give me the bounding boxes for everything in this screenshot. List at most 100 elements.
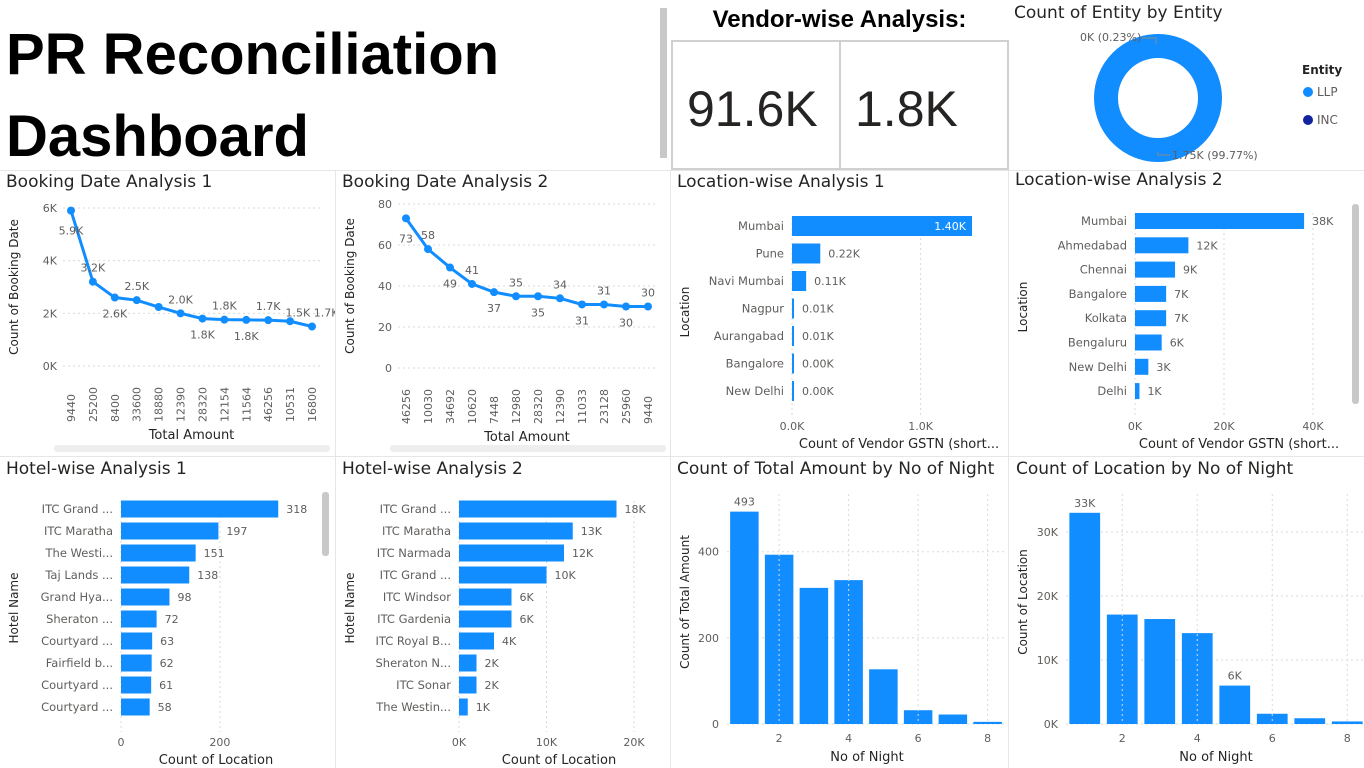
bar[interactable] [121, 500, 279, 518]
bar[interactable] [459, 566, 547, 584]
bar[interactable] [459, 610, 512, 628]
bar[interactable] [459, 632, 494, 650]
bar[interactable] [1135, 310, 1167, 327]
data-point[interactable] [110, 293, 119, 302]
bar[interactable] [459, 522, 573, 540]
legend-dot-inc[interactable] [1303, 115, 1313, 125]
bar[interactable] [459, 500, 617, 518]
bar[interactable] [1144, 619, 1176, 724]
data-point[interactable] [534, 292, 542, 301]
bar[interactable] [1294, 718, 1326, 724]
data-point[interactable] [468, 279, 476, 288]
hotel1-bar-chart[interactable]: 0 200 ITC Grand ... 318 ITC Maratha 197 The We… [0, 480, 335, 768]
data-point[interactable] [402, 214, 410, 223]
value-label: 151 [204, 547, 225, 560]
bar[interactable] [792, 216, 972, 236]
data-point[interactable] [88, 277, 97, 286]
bar[interactable] [459, 544, 564, 562]
bar[interactable] [869, 669, 898, 724]
hotel2-title: Hotel-wise Analysis 2 [342, 459, 523, 479]
entity-donut-chart[interactable]: 0K (0.23%) 1.75K (99.77%) Entity LLP INC [1010, 22, 1364, 170]
bar[interactable] [459, 698, 468, 716]
bar[interactable] [792, 353, 794, 374]
bar[interactable] [121, 588, 170, 606]
donut-ring-llp[interactable] [1094, 34, 1222, 162]
bar[interactable] [1135, 358, 1149, 375]
data-point[interactable] [264, 316, 273, 325]
bar[interactable] [1135, 237, 1189, 254]
nights-amount-column-chart[interactable]: 0 200 400 493 2 4 6 8 No of Night Count of Total … [671, 480, 1008, 768]
horizontal-scrollbar[interactable] [390, 445, 666, 452]
bar[interactable] [938, 714, 968, 724]
bar[interactable] [1331, 721, 1363, 724]
bar[interactable] [459, 588, 512, 606]
vendor-card-2[interactable]: 1.8K [839, 40, 1009, 170]
data-point[interactable] [220, 315, 229, 324]
horizontal-scrollbar[interactable] [54, 445, 330, 452]
loc2-bar-chart[interactable]: 0K 20K 40K Mumbai 38K Ahmedabad 12K Chennai 9K Ba… [1009, 192, 1364, 454]
booking2-line-chart[interactable]: 0 20 40 60 80 73 46256 58 10030 49 34692 41 10620 37 7… [336, 192, 670, 454]
bar[interactable] [792, 243, 821, 264]
bar[interactable] [792, 271, 807, 291]
hotel2-bar-chart[interactable]: 0K 10K 20K ITC Grand ... 18K ITC Maratha 13K IT… [336, 480, 670, 768]
legend-label-inc[interactable]: INC [1317, 113, 1338, 127]
bar[interactable] [121, 610, 157, 628]
legend-dot-llp[interactable] [1303, 87, 1313, 97]
legend-label-llp[interactable]: LLP [1317, 85, 1338, 99]
bar[interactable] [459, 676, 477, 694]
data-point[interactable] [308, 322, 316, 331]
bar[interactable] [792, 298, 794, 319]
bar[interactable] [121, 632, 153, 650]
data-point[interactable] [644, 302, 652, 311]
vertical-scrollbar[interactable] [322, 492, 329, 556]
bar[interactable] [1256, 713, 1288, 724]
vertical-scrollbar[interactable] [1352, 204, 1359, 404]
bar[interactable] [792, 381, 794, 401]
bar[interactable] [121, 698, 150, 716]
data-point[interactable] [67, 206, 75, 215]
bar[interactable] [834, 580, 863, 724]
data-point[interactable] [512, 292, 520, 301]
data-point[interactable] [556, 294, 564, 303]
bar[interactable] [792, 326, 794, 346]
bar[interactable] [1069, 512, 1101, 724]
bar[interactable] [1219, 685, 1251, 724]
bar[interactable] [730, 511, 759, 724]
bar[interactable] [459, 654, 477, 672]
data-label: 1.8K [190, 329, 215, 342]
bar[interactable] [121, 676, 152, 694]
category-label: Bengaluru [1068, 336, 1127, 350]
bar[interactable] [903, 710, 933, 724]
bar[interactable] [121, 566, 190, 584]
bar[interactable] [973, 721, 1002, 724]
x-tick-label: 28320 [532, 389, 545, 424]
data-point[interactable] [622, 302, 630, 311]
bar[interactable] [1135, 334, 1162, 351]
bar[interactable] [1135, 213, 1305, 229]
bar[interactable] [1135, 261, 1176, 278]
loc1-bar-chart[interactable]: 0.0K 1.0K Mumbai 1.40K Pune 0.22K Navi Mumbai 0… [671, 192, 1008, 454]
data-point[interactable] [286, 317, 295, 326]
bar[interactable] [1135, 383, 1140, 400]
booking1-line-chart[interactable]: 0K 2K 4K 6K5.9K 9440 3.2K 25200 2.6K 8400 2.5K 336… [0, 192, 335, 454]
bar[interactable] [121, 654, 152, 672]
data-point[interactable] [424, 245, 432, 254]
bar[interactable] [1135, 285, 1167, 302]
data-point[interactable] [490, 288, 498, 297]
data-label: 31 [575, 314, 589, 327]
data-point[interactable] [242, 315, 251, 324]
bar[interactable] [1181, 633, 1213, 724]
bar[interactable] [121, 544, 196, 562]
data-point[interactable] [446, 263, 454, 272]
data-point[interactable] [198, 314, 207, 323]
data-point[interactable] [132, 296, 141, 305]
category-label: ITC Grand ... [380, 568, 451, 582]
nights-location-column-chart[interactable]: 0K 10K 20K 30K 33K 6K 2 4 6 8 No of Night Count of … [1009, 480, 1364, 768]
data-point[interactable] [154, 303, 163, 312]
data-point[interactable] [176, 309, 185, 318]
data-point[interactable] [578, 300, 586, 309]
data-point[interactable] [600, 300, 608, 309]
bar[interactable] [121, 522, 219, 540]
bar[interactable] [799, 587, 829, 724]
vendor-card-1[interactable]: 91.6K [671, 40, 841, 170]
